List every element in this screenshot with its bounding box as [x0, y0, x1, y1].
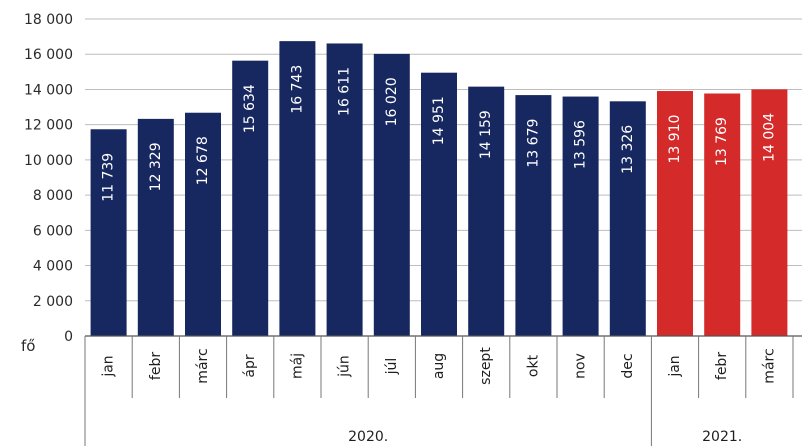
bar-value-label: 13 769 [714, 117, 730, 166]
x-tick-label: jún [337, 355, 353, 378]
bars: 11 739 12 329 12 678 15 634 16 743 16 611 16 0… [90, 41, 788, 337]
bar-value-label: 11 739 [101, 153, 117, 202]
year-group-label: 2021. [702, 429, 742, 445]
y-tick-label: 18 000 [24, 12, 73, 28]
y-tick-label: 14 000 [24, 82, 73, 98]
bar [232, 60, 269, 337]
y-tick-label: 10 000 [24, 153, 73, 169]
bar [185, 112, 221, 336]
bar-value-label: 16 743 [289, 65, 305, 114]
bar [562, 96, 599, 337]
x-tick-label: jan [101, 355, 117, 377]
bar-value-label: 14 159 [478, 110, 494, 159]
bar [704, 93, 741, 337]
y-tick-label: 6 000 [33, 223, 73, 239]
x-tick-label: febr [148, 352, 164, 380]
bar [751, 89, 788, 337]
bar [468, 86, 505, 336]
bar [609, 101, 646, 336]
bar [657, 91, 693, 336]
y-tick-label: 4 000 [33, 259, 73, 275]
x-tick-label: nov [573, 353, 589, 379]
x-tick-label: febr [714, 352, 730, 380]
bar [90, 129, 127, 336]
bar-value-label: 13 910 [667, 115, 683, 164]
bar [279, 41, 316, 336]
bar-value-label: 12 678 [195, 136, 211, 185]
bar [326, 43, 363, 337]
bar-value-label: 14 004 [761, 113, 777, 162]
y-tick-label: 8 000 [33, 188, 73, 204]
bar-value-label: 15 634 [242, 84, 258, 133]
axes: 0 2 000 4 000 6 000 8 000 10 000 12 000 14 000 1… [24, 12, 802, 446]
x-tick-label: jan [667, 355, 683, 377]
bar [421, 72, 457, 336]
y-tick-label: 12 000 [24, 118, 73, 134]
x-tick-label: márc [195, 348, 211, 383]
bar-value-label: 13 679 [525, 119, 541, 168]
bar-value-label: 16 611 [337, 67, 353, 116]
y-tick-label: 16 000 [24, 47, 73, 63]
x-tick-label: márc [761, 348, 777, 383]
bar-value-label: 14 951 [431, 96, 447, 145]
x-tick-label: szept [478, 347, 494, 385]
x-tick-label: júl [384, 358, 400, 376]
bar [373, 53, 410, 337]
x-tick-label: okt [525, 354, 541, 377]
x-tick-label: aug [431, 353, 447, 379]
x-tick-label: ápr [242, 354, 258, 377]
bar [137, 118, 174, 336]
bar-value-label: 13 596 [573, 120, 589, 169]
x-tick-label: dec [620, 353, 636, 378]
x-tick-label: máj [289, 353, 305, 379]
y-tick-label: 0 [64, 329, 73, 345]
bar-value-label: 13 326 [620, 125, 636, 174]
y-tick-label: 2 000 [33, 294, 73, 310]
y-axis-unit-label: fő [21, 337, 35, 355]
bar-value-label: 12 329 [148, 142, 164, 191]
bar [515, 95, 552, 336]
year-group-label: 2020. [348, 429, 388, 445]
bar-value-label: 16 020 [384, 77, 400, 126]
